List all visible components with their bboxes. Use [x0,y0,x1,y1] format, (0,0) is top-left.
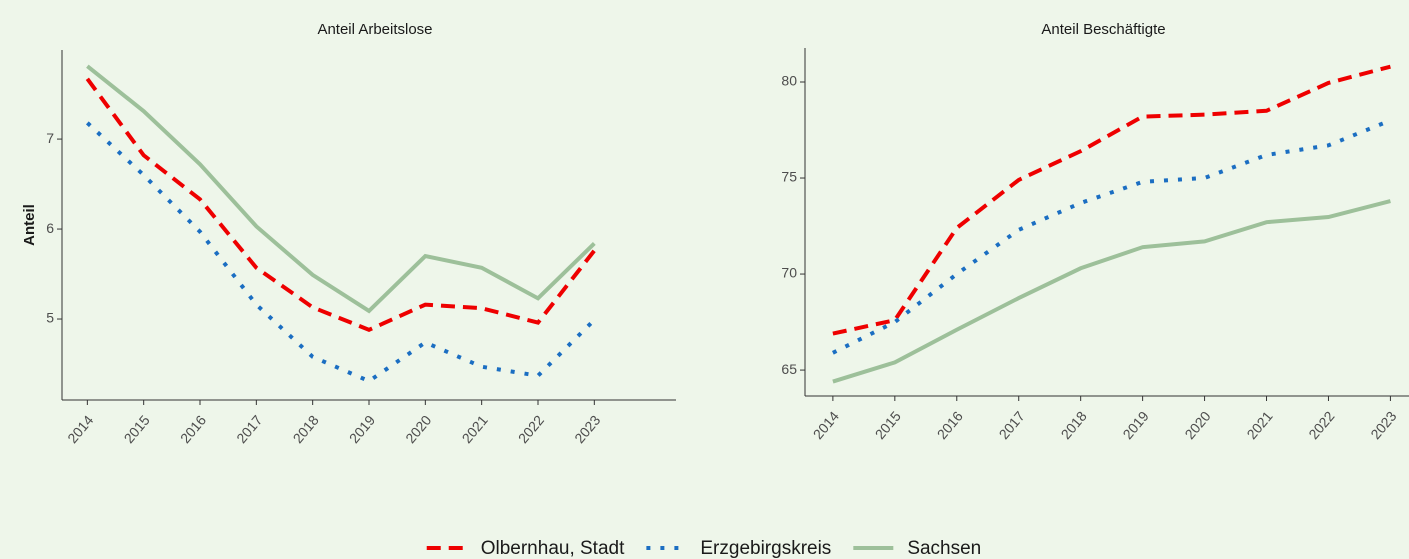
x-tick-label: 2021 [1243,408,1275,442]
x-tick-label: 2015 [872,408,904,442]
legend-label: Olbernhau, Stadt [481,538,625,559]
x-tick-label: 2017 [996,408,1028,442]
chart-title: Anteil Arbeitslose [317,21,432,38]
x-tick-label: 2016 [934,408,966,442]
x-tick-label: 2018 [1058,408,1090,442]
x-tick-label: 2014 [810,408,842,442]
legend-label: Sachsen [907,538,981,559]
x-tick-label: 2016 [177,412,209,446]
series-line [86,64,596,314]
x-tick-label: 2019 [346,412,378,446]
x-tick-label: 2023 [1367,408,1399,442]
x-tick-label: 2017 [233,412,265,446]
chart-title: Anteil Beschäftigte [1041,21,1165,38]
y-tick-label: 6 [46,220,54,236]
x-tick-label: 2020 [1181,408,1213,442]
series-line [832,199,1391,384]
x-tick-label: 2022 [1305,408,1337,442]
y-axis-label: Anteil [21,204,38,246]
x-tick-label: 2020 [402,412,434,446]
x-tick-label: 2015 [121,412,153,446]
series-line [831,118,1392,355]
series-line [832,64,1391,336]
x-tick-label: 2019 [1119,408,1151,442]
x-tick-label: 2021 [459,412,491,446]
y-tick-label: 65 [781,361,797,377]
x-tick-label: 2014 [64,412,96,446]
x-tick-label: 2018 [290,412,322,446]
y-tick-label: 70 [781,265,797,281]
y-tick-label: 7 [46,130,54,146]
series-line [85,77,596,332]
x-tick-label: 2022 [515,412,547,446]
y-tick-label: 75 [781,169,797,185]
legend-label: Erzgebirgskreis [700,538,831,559]
y-tick-label: 80 [781,73,797,89]
series-line [85,121,596,384]
x-tick-label: 2023 [571,412,603,446]
y-tick-label: 5 [46,310,54,326]
